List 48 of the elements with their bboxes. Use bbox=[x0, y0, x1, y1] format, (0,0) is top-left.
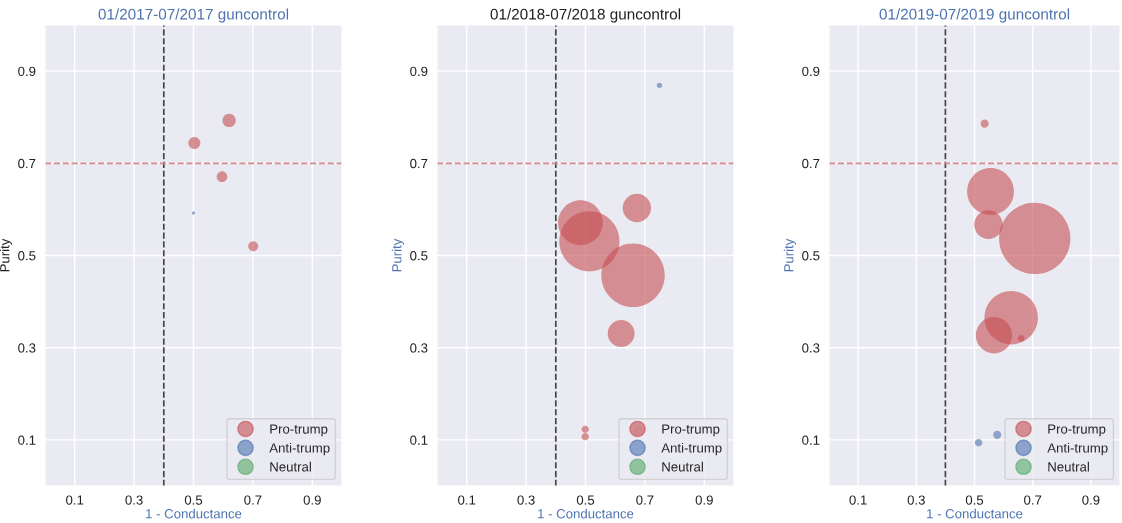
y-tick-label: 0.3 bbox=[802, 343, 820, 353]
y-tick-label: 0.9 bbox=[410, 66, 428, 77]
y-tick-label: 0.9 bbox=[802, 66, 820, 77]
y-tick-label: 0.5 bbox=[802, 251, 820, 261]
x-tick-label: 0.1 bbox=[849, 495, 867, 505]
legend-label: Anti-trump bbox=[1047, 442, 1108, 456]
y-axis-title: Purity bbox=[783, 238, 797, 272]
legend-label: Anti-trump bbox=[269, 442, 330, 456]
legend-label: Neutral bbox=[270, 461, 311, 472]
y-tick-label: 0.7 bbox=[802, 158, 820, 169]
y-axis-title: Purity bbox=[0, 238, 13, 272]
x-tick-label: 0.5 bbox=[576, 495, 595, 505]
y-tick-label: 0.3 bbox=[410, 343, 428, 353]
y-tick-label: 0.7 bbox=[18, 158, 36, 169]
y-tick-label: 0.5 bbox=[18, 251, 36, 261]
legend-label: Neutral bbox=[662, 461, 703, 472]
x-tick-label: 0.3 bbox=[125, 495, 143, 505]
y-tick-label: 0.7 bbox=[410, 158, 428, 169]
y-axis-title: Purity bbox=[391, 238, 405, 272]
legend-label: Pro-trump bbox=[1048, 424, 1106, 437]
x-tick-label: 0.1 bbox=[66, 495, 84, 505]
x-tick-label: 0.3 bbox=[907, 495, 925, 505]
legend-label: Pro-trump bbox=[270, 424, 328, 437]
x-axis-title: 1 - Conductance bbox=[927, 508, 1023, 519]
x-tick-label: 0.9 bbox=[695, 495, 713, 505]
x-tick-label: 0.3 bbox=[517, 495, 535, 505]
chart-title: 01/2018-07/2018 guncontrol bbox=[490, 8, 681, 23]
x-tick-label: 0.7 bbox=[636, 495, 654, 505]
y-tick-label: 0.9 bbox=[18, 66, 36, 77]
x-tick-label: 0.9 bbox=[1082, 495, 1100, 505]
y-tick-label: 0.1 bbox=[410, 435, 428, 445]
x-tick-label: 0.7 bbox=[244, 495, 262, 505]
y-tick-label: 0.3 bbox=[18, 343, 36, 353]
x-tick-label: 0.5 bbox=[965, 495, 984, 505]
y-tick-label: 0.5 bbox=[410, 251, 428, 261]
chart-title: 01/2019-07/2019 guncontrol bbox=[879, 8, 1070, 23]
legend-label: Neutral bbox=[1048, 461, 1089, 472]
legend-label: Pro-trump bbox=[662, 424, 720, 437]
y-tick-label: 0.1 bbox=[802, 435, 820, 445]
x-tick-label: 0.9 bbox=[303, 495, 321, 505]
x-tick-label: 0.5 bbox=[184, 495, 203, 505]
y-tick-label: 0.1 bbox=[18, 435, 36, 445]
x-tick-label: 0.1 bbox=[458, 495, 476, 505]
chart-title: 01/2017-07/2017 guncontrol bbox=[98, 8, 289, 23]
x-tick-label: 0.7 bbox=[1024, 495, 1042, 505]
x-axis-title: 1 - Conductance bbox=[538, 508, 634, 519]
x-axis-title: 1 - Conductance bbox=[146, 508, 242, 519]
legend-label: Anti-trump bbox=[661, 442, 722, 456]
